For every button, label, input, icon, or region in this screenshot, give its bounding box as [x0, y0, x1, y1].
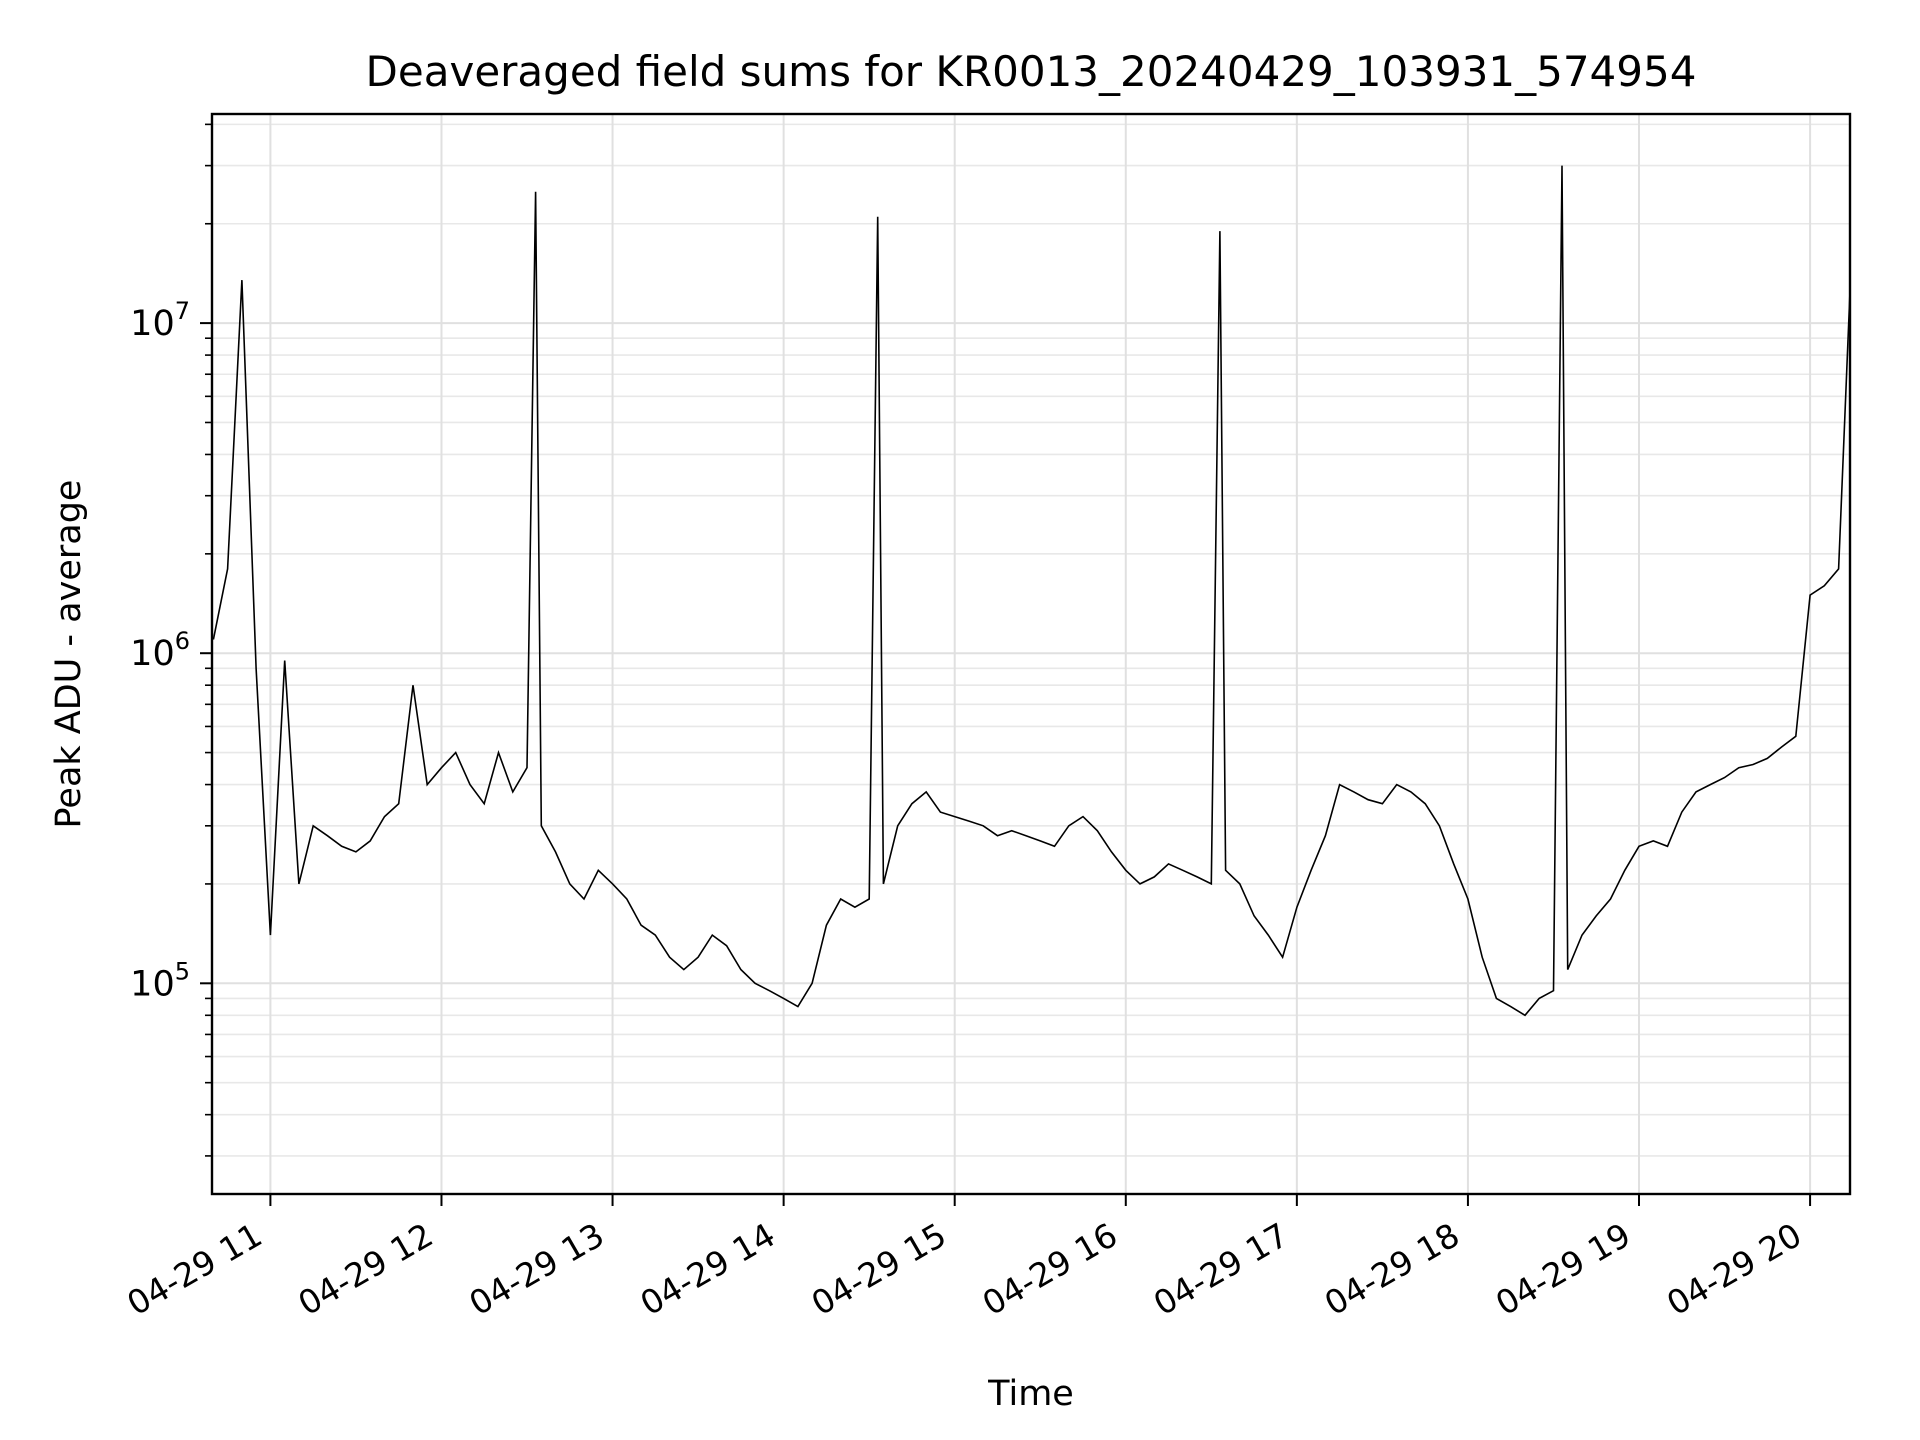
grid	[212, 114, 1850, 1194]
y-tick-label: 105	[130, 957, 190, 1004]
chart-title: Deaveraged field sums for KR0013_2024042…	[366, 47, 1697, 96]
y-axis-ticks: 105 106 107	[130, 123, 212, 1157]
y-tick-label: 107	[130, 297, 190, 344]
x-axis-label: Time	[987, 1374, 1074, 1414]
series-line	[212, 165, 1851, 1017]
y-tick-label: 106	[130, 627, 190, 674]
y-axis-label: Peak ADU - average	[49, 480, 89, 829]
series-line-layer	[212, 165, 1851, 1017]
